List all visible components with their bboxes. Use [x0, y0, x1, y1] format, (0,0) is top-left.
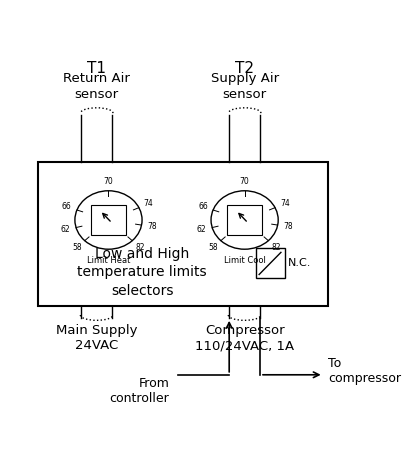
Text: Low and High
temperature limits
selectors: Low and High temperature limits selector… [77, 247, 207, 298]
Text: 58: 58 [72, 243, 82, 252]
Text: 62: 62 [197, 226, 207, 235]
Text: 74: 74 [280, 199, 290, 208]
Text: 82: 82 [271, 243, 281, 252]
Bar [227, 205, 262, 235]
Text: 70: 70 [103, 177, 113, 186]
Text: Supply Air
sensor: Supply Air sensor [211, 71, 279, 101]
Text: Main Supply
24VAC: Main Supply 24VAC [56, 324, 137, 352]
Text: Limit Heat: Limit Heat [87, 256, 130, 265]
Text: 82: 82 [135, 243, 144, 252]
Text: T1: T1 [87, 61, 106, 76]
Text: To
compressor: To compressor [328, 357, 401, 385]
Text: Return Air
sensor: Return Air sensor [63, 71, 130, 101]
Text: 70: 70 [240, 177, 249, 186]
Text: 66: 66 [62, 202, 72, 212]
Text: 58: 58 [209, 243, 218, 252]
Text: Limit Cool: Limit Cool [224, 256, 265, 265]
Text: 78: 78 [147, 222, 157, 231]
Text: 62: 62 [61, 226, 70, 235]
Text: 78: 78 [283, 222, 293, 231]
Text: Compressor
110/24VAC, 1A: Compressor 110/24VAC, 1A [195, 324, 294, 352]
Text: From
controller: From controller [110, 377, 169, 405]
Text: N.C.: N.C. [288, 258, 312, 268]
Text: 66: 66 [198, 202, 208, 212]
Text: T2: T2 [235, 61, 254, 76]
Bar [38, 162, 328, 306]
Bar [91, 205, 126, 235]
Text: 74: 74 [144, 199, 153, 208]
Bar [256, 249, 285, 278]
